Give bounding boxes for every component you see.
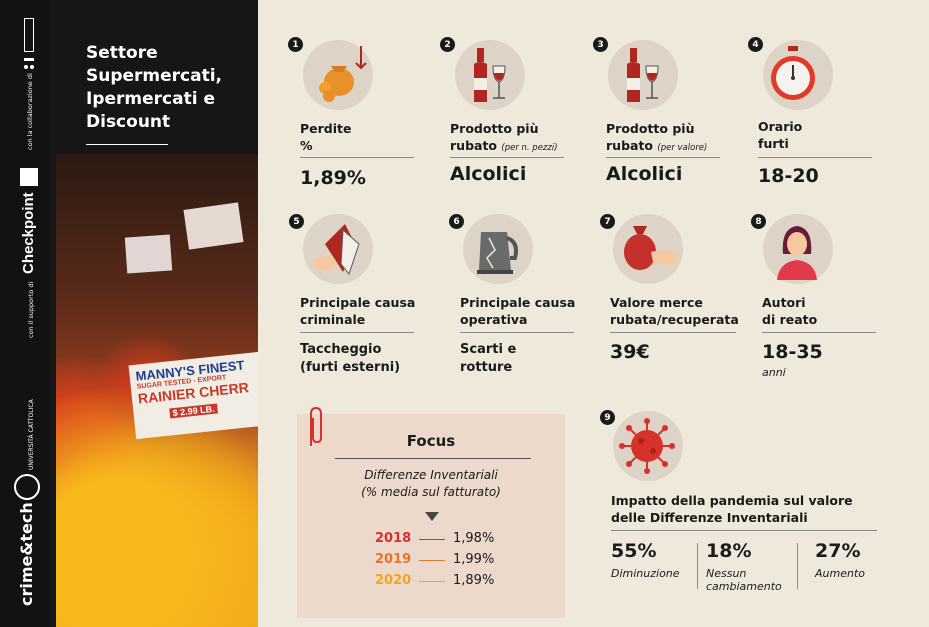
- item-label-3: Prodotto più rubato (per valore): [606, 121, 708, 153]
- item-note-3: (per valore): [657, 143, 708, 153]
- item-value-6: Scarti e rotture: [460, 342, 517, 375]
- item-divider-8: [762, 332, 876, 333]
- page-title: Settore Supermercati, Ipermercati e Disc…: [86, 43, 223, 132]
- price-tag-small-1: [183, 202, 244, 250]
- focus-value-2018: 1,98%: [453, 531, 495, 546]
- item-value-1: 1,89%: [300, 167, 366, 189]
- item-icon-circle-3: [608, 40, 678, 110]
- item-number-3: 3: [593, 37, 608, 52]
- item-number-9: 9: [600, 410, 615, 425]
- item-value-3: Alcolici: [606, 163, 683, 185]
- item-label-5: Principale causa criminale: [300, 295, 416, 327]
- sidebar: con la collaborazione di Checkpoint con …: [0, 0, 258, 627]
- pandemic-stat-label-2: Nessun cambiamento: [706, 567, 782, 593]
- pandemic-stat-separator-1: [697, 543, 698, 589]
- item-icon-circle-4: [763, 40, 833, 110]
- item-divider-7: [610, 332, 736, 333]
- item-number-5: 5: [289, 214, 304, 229]
- item-value-note-8: anni: [762, 366, 786, 379]
- pandemic-stat-label-3: Aumento: [815, 567, 865, 580]
- item-icon-circle-9: [613, 411, 683, 481]
- focus-title: Focus: [406, 432, 456, 450]
- money-bag-hand-icon: [624, 226, 677, 270]
- focus-value-2020: 1,89%: [453, 573, 495, 588]
- item-value-8: 18-35: [762, 341, 823, 363]
- item-number-6: 6: [449, 214, 464, 229]
- item-label-6: Principale causa operativa: [460, 295, 576, 327]
- item-label-8: Autori di reato: [762, 295, 818, 327]
- item-divider-3: [606, 157, 720, 158]
- stopwatch-icon: [771, 46, 815, 100]
- item-number-7: 7: [600, 214, 615, 229]
- shoplifting-hand-icon: [313, 224, 360, 276]
- item-icon-circle-5: [303, 214, 373, 284]
- pandemic-stat-value-1: 55%: [611, 540, 657, 562]
- virus-icon: [619, 418, 675, 474]
- item-value-4: 18-20: [758, 165, 819, 187]
- item-icon-circle-8: [763, 214, 833, 284]
- person-avatar-icon: [777, 226, 817, 280]
- pandemic-title: Impatto della pandemia sul valore delle …: [611, 493, 853, 525]
- item-label-1: Perdite %: [300, 121, 352, 153]
- collab-text: con la collaborazione di: [26, 73, 34, 150]
- item-icon-circle-2: [455, 40, 525, 110]
- price-sign: MANNY'S FINEST SUGAR TESTED - EXPORT RAI…: [128, 350, 258, 440]
- pandemic-stat-value-3: 27%: [815, 540, 861, 562]
- checkpoint-brand: Checkpoint: [20, 192, 37, 274]
- broken-kettle-icon: [477, 232, 518, 274]
- wine-bottle-icon: [627, 48, 659, 102]
- focus-leader-2020: [419, 581, 445, 582]
- item-divider-2: [450, 157, 564, 158]
- pandemic-divider: [611, 530, 877, 531]
- item-icon-circle-1: [303, 40, 373, 110]
- university-text: UNIVERSITÀ CATTOLICA: [28, 399, 35, 470]
- focus-leader-2019: [419, 560, 445, 561]
- item-icon-circle-6: [463, 214, 533, 284]
- item-divider-4: [758, 157, 872, 158]
- item-value-7: 39€: [610, 341, 650, 363]
- item-label-2: Prodotto più rubato (per n. pezzi): [450, 121, 558, 153]
- item-divider-1: [300, 157, 414, 158]
- money-bag-icon: [319, 46, 367, 102]
- market-fruit-photo: MANNY'S FINEST SUGAR TESTED - EXPORT RAI…: [56, 154, 258, 627]
- partner-logo: [20, 18, 38, 78]
- focus-leader-2018: [419, 539, 445, 540]
- price-tag-small-2: [124, 234, 173, 274]
- focus-panel: Focus Differenze Inventariali (% media s…: [297, 406, 565, 618]
- focus-value-2019: 1,99%: [453, 552, 495, 567]
- focus-year-2018: 2018: [375, 531, 412, 546]
- item-icon-circle-7: [613, 214, 683, 284]
- item-value-5: Taccheggio (furti esterni): [300, 342, 401, 375]
- item-label-7: Valore merce rubata/recuperata: [610, 295, 739, 327]
- pandemic-stat-separator-2: [797, 543, 798, 589]
- brand-strip: con la collaborazione di Checkpoint con …: [0, 0, 50, 627]
- support-text: con il supporto di: [27, 281, 35, 338]
- title-divider: [86, 144, 168, 145]
- item-label-4: Orario furti: [758, 119, 803, 151]
- focus-year-2020: 2020: [375, 573, 412, 588]
- checkpoint-logo-icon: [20, 168, 38, 186]
- wine-bottle-icon: [474, 48, 506, 102]
- down-triangle-icon: [425, 512, 439, 521]
- university-seal-icon: [14, 474, 40, 500]
- item-divider-6: [460, 332, 574, 333]
- item-divider-5: [300, 332, 414, 333]
- pandemic-stat-value-2: 18%: [706, 540, 752, 562]
- crimetech-brand: crime&tech: [17, 502, 36, 606]
- focus-divider: [335, 458, 531, 459]
- focus-year-2019: 2019: [375, 552, 412, 567]
- paperclip-icon: [310, 406, 322, 446]
- item-number-8: 8: [751, 214, 766, 229]
- pandemic-stat-label-1: Diminuzione: [611, 567, 680, 580]
- item-number-4: 4: [748, 37, 763, 52]
- item-note-2: (per n. pezzi): [501, 143, 558, 153]
- focus-subtitle: Differenze Inventariali (% media sul fat…: [361, 468, 501, 499]
- item-number-1: 1: [288, 37, 303, 52]
- item-value-2: Alcolici: [450, 163, 527, 185]
- item-number-2: 2: [440, 37, 455, 52]
